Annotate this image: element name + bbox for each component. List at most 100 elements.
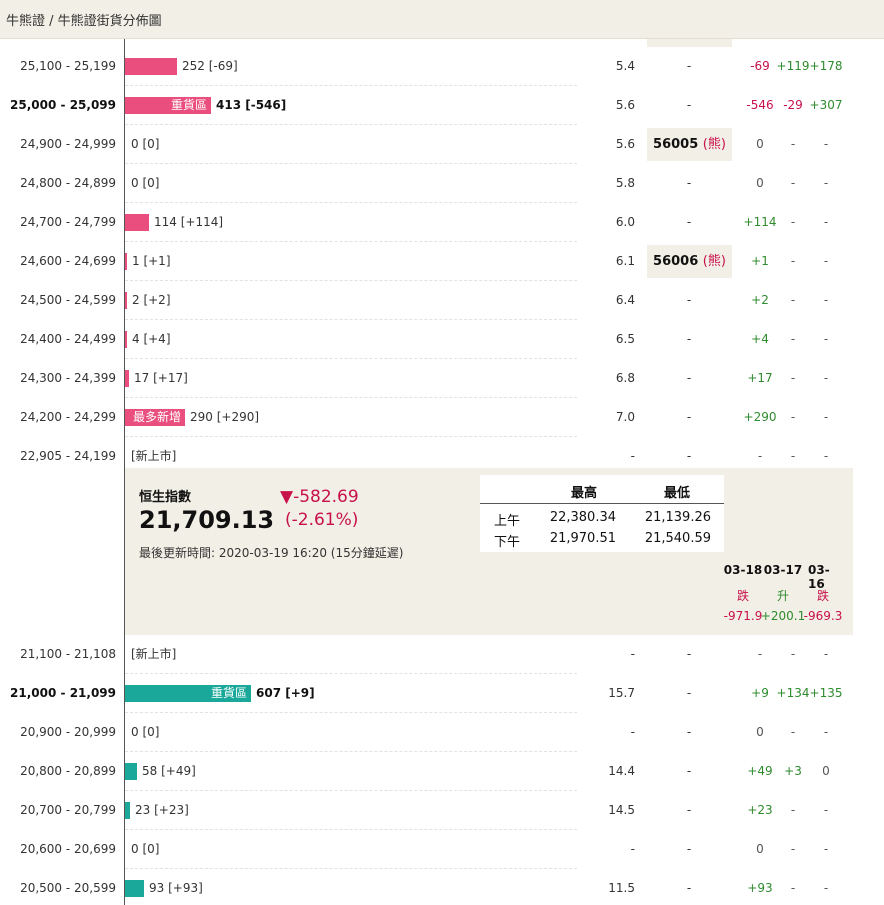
change-day1: 0 <box>756 176 764 190</box>
day-direction: 跌 <box>816 589 830 603</box>
contract-count: 4 [+4] <box>132 332 171 346</box>
price-range: 20,800 - 20,899 <box>20 764 116 778</box>
price-range: 24,500 - 24,599 <box>20 293 116 307</box>
change-day2: - <box>790 647 796 661</box>
day-change: +200.1 <box>760 609 806 623</box>
bar-tag: 重貨區 <box>170 98 207 112</box>
table-row[interactable]: 24,300 - 24,399 17 [+17] 6.8 - +17 - - <box>0 359 884 398</box>
price-range: 24,700 - 24,799 <box>20 215 116 229</box>
row-divider <box>125 202 577 203</box>
percent-away: 7.0 <box>615 410 635 424</box>
price-range: 20,500 - 20,599 <box>20 881 116 895</box>
pm-low: 21,540.59 <box>644 531 711 546</box>
contract-count: 17 [+17] <box>134 371 188 385</box>
table-row[interactable]: 20,800 - 20,899 58 [+49] 14.4 - +49 +3 0 <box>0 752 884 791</box>
cbbc-code: - <box>686 881 692 895</box>
change-day2: - <box>790 215 796 229</box>
table-row[interactable]: 24,800 - 24,899 0 [0] 5.8 - 0 - - <box>0 164 884 203</box>
table-row[interactable]: 21,000 - 21,099 重貨區 607 [+9] 15.7 - +9 +134 +13… <box>0 674 884 713</box>
table-row[interactable]: 25,100 - 25,199 252 [-69] 5.4 - -69 +119 +178 <box>0 47 884 86</box>
axis-line <box>124 39 125 905</box>
cbbc-type: (熊) <box>702 254 726 269</box>
change-day3: - <box>823 293 829 307</box>
change-day1: +4 <box>751 332 769 346</box>
hsi-panel: 恒生指數 21,709.13 ▼-582.69 (-2.61%) 最後更新時間:… <box>125 468 853 635</box>
volume-bar[interactable]: 最多新增 <box>125 409 185 426</box>
table-row[interactable]: 24,500 - 24,599 2 [+2] 6.4 - +2 - - <box>0 281 884 320</box>
cbbc-code[interactable]: 56005 (熊) <box>647 128 732 161</box>
cbbc-code: - <box>686 176 692 190</box>
table-row[interactable]: 24,400 - 24,499 4 [+4] 6.5 - +4 - - <box>0 320 884 359</box>
table-row[interactable]: 20,600 - 20,699 0 [0] - - 0 - - <box>0 830 884 869</box>
change-day1: +93 <box>747 881 773 895</box>
change-day1: +1 <box>751 254 769 268</box>
change-day1: +114 <box>743 215 777 229</box>
change-day3: - <box>823 449 829 463</box>
row-divider <box>125 163 577 164</box>
percent-away: 5.4 <box>615 59 635 73</box>
volume-bar[interactable]: 重貨區 <box>125 685 251 702</box>
volume-bar[interactable] <box>125 880 144 897</box>
row-divider <box>125 241 577 242</box>
change-day2: +3 <box>784 764 802 778</box>
price-range: 24,300 - 24,399 <box>20 371 116 385</box>
cbbc-code: - <box>686 293 692 307</box>
change-day3: - <box>823 332 829 346</box>
table-row[interactable]: 20,700 - 20,799 23 [+23] 14.5 - +23 - - <box>0 791 884 830</box>
change-day3: +135 <box>809 686 843 700</box>
contract-count: 0 [0] <box>131 725 160 739</box>
contract-count: 93 [+93] <box>149 881 203 895</box>
cbbc-code-text: 56006 <box>653 254 699 269</box>
price-range: 21,100 - 21,108 <box>20 647 116 661</box>
change-day2: - <box>790 881 796 895</box>
volume-bar[interactable] <box>125 58 177 75</box>
table-row[interactable]: 25,000 - 25,099 重貨區 413 [-546] 5.6 - -546 -29 +… <box>0 86 884 125</box>
table-row[interactable]: 21,100 - 21,108 [新上市] - - - - - <box>0 635 884 674</box>
table-row[interactable]: 20,500 - 20,599 93 [+93] 11.5 - +93 - - <box>0 869 884 905</box>
table-row[interactable]: 24,700 - 24,799 114 [+114] 6.0- +114- - <box>0 203 884 242</box>
percent-away: - <box>630 647 635 661</box>
volume-bar[interactable] <box>125 802 130 819</box>
percent-away: 5.8 <box>615 176 635 190</box>
change-day1: +17 <box>747 371 773 385</box>
change-day3: - <box>823 254 829 268</box>
change-day2: - <box>790 254 796 268</box>
table-row[interactable]: 24,200 - 24,299 最多新增 290 [+290] 7.0- +290- - <box>0 398 884 437</box>
pm-high: 21,970.51 <box>549 531 616 546</box>
change-day1: +9 <box>751 686 769 700</box>
volume-bar[interactable] <box>125 214 149 231</box>
change-day3: - <box>823 371 829 385</box>
volume-bar[interactable] <box>125 292 127 309</box>
volume-bar[interactable] <box>125 370 129 387</box>
session-am-label: 上午 <box>494 514 521 529</box>
volume-bar[interactable] <box>125 763 137 780</box>
price-range: 24,400 - 24,499 <box>20 332 116 346</box>
cbbc-code[interactable]: 56006 (熊) <box>647 245 732 278</box>
price-range: 20,600 - 20,699 <box>20 842 116 856</box>
percent-away: 6.0 <box>615 215 635 229</box>
price-range: 25,100 - 25,199 <box>20 59 116 73</box>
high-low-table: 最高 最低 上午 22,380.34 21,139.26 下午 21,970.5… <box>480 475 724 552</box>
contract-count: [新上市] <box>131 449 177 463</box>
change-day1: -69 <box>750 59 770 73</box>
table-row[interactable]: 24,900 - 24,999 0 [0] 5.6 56005 (熊) 0 - - <box>0 125 884 164</box>
change-day3: - <box>823 647 829 661</box>
change-day3: - <box>823 137 829 151</box>
change-day2: -29 <box>783 98 803 112</box>
cbbc-code: - <box>686 449 692 463</box>
row-divider <box>125 673 577 674</box>
volume-bar[interactable] <box>125 331 127 348</box>
change-day1: +290 <box>743 410 777 424</box>
volume-bar[interactable]: 重貨區 <box>125 97 211 114</box>
hsi-value: 21,709.13 <box>139 506 275 534</box>
bar-tag: 重貨區 <box>210 686 247 700</box>
contract-count: 114 [+114] <box>154 215 224 229</box>
day-date: 03-16 <box>808 563 830 591</box>
breadcrumb[interactable]: 牛熊證 / 牛熊證街貨分佈圖 <box>6 14 162 29</box>
price-range: 24,900 - 24,999 <box>20 137 116 151</box>
volume-bar[interactable] <box>125 253 127 270</box>
table-row[interactable]: 24,600 - 24,699 1 [+1] 6.1 56006 (熊) +1 - - <box>0 242 884 281</box>
day-change: -971.9 <box>723 609 763 623</box>
table-row[interactable]: 20,900 - 20,999 0 [0] - - 0 - - <box>0 713 884 752</box>
cbbc-type: (熊) <box>702 137 726 152</box>
